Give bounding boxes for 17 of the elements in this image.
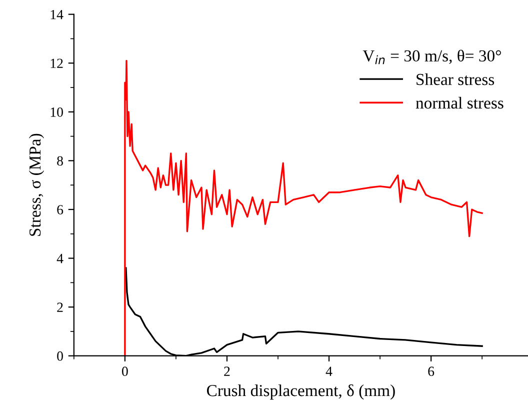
x-tick-label: 0 [122, 366, 128, 376]
y-tick-label: 0 [57, 351, 63, 361]
y-tick-label: 2 [57, 302, 63, 312]
legend-title: V$_{in}$ = 30 m/s, θ= 30° [362, 50, 501, 64]
legend-label: normal stress [416, 96, 504, 109]
y-tick-label: 10 [50, 107, 63, 117]
y-tick-label: 8 [57, 156, 63, 166]
y-tick-label: 14 [50, 10, 64, 20]
y-tick-label: 12 [50, 58, 63, 68]
x-tick-label: 4 [326, 366, 332, 376]
legend-label: Shear stress [416, 73, 494, 86]
y-tick-label: 6 [57, 205, 64, 214]
x-tick-label: 2 [224, 366, 230, 376]
y-tick-label: 4 [56, 254, 64, 264]
x-tick-label: 6 [428, 366, 434, 376]
y-axis-title: Stress, σ (MPa) [28, 134, 44, 236]
x-axis-title: Crush displacement, δ (mm) [206, 384, 395, 400]
